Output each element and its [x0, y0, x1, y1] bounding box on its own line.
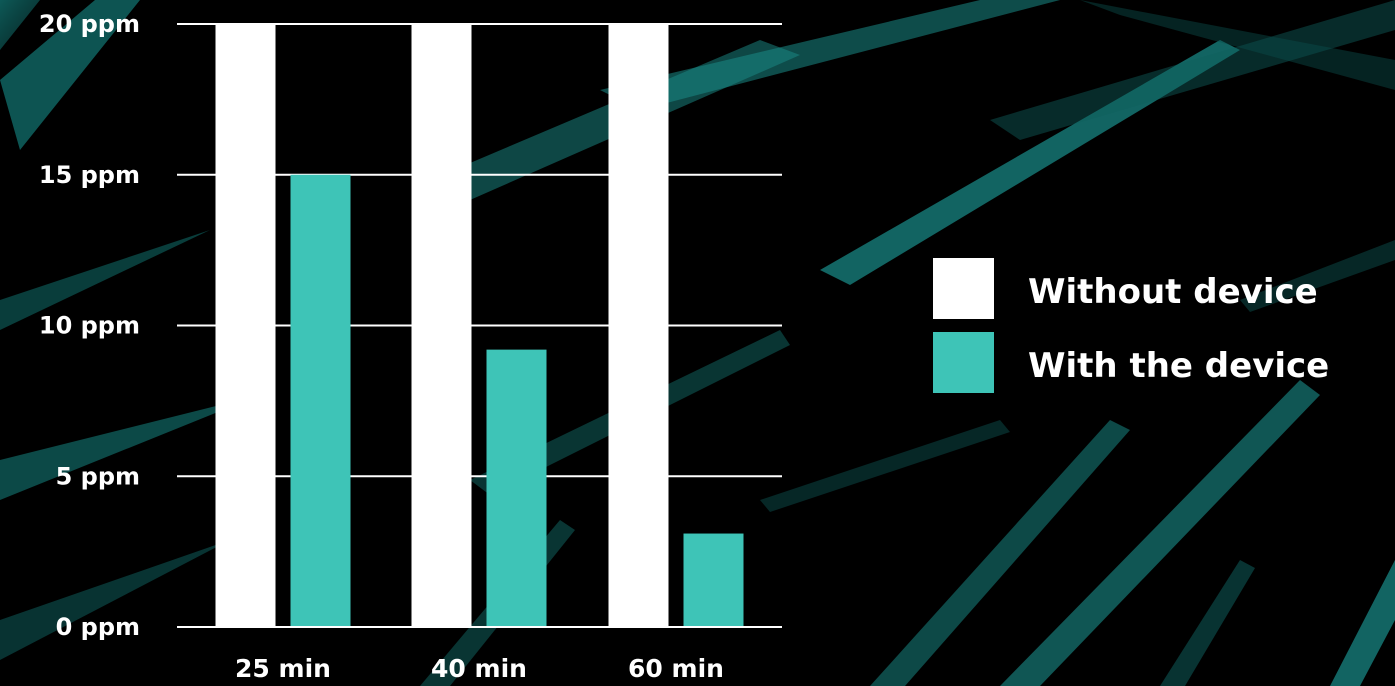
- y-tick-label: 20 ppm: [39, 10, 140, 38]
- legend-swatch-with-device: [933, 332, 994, 393]
- legend-label-with-device: With the device: [1028, 346, 1329, 386]
- bar-without-device-40-min: [411, 24, 472, 627]
- bar-without-device-60-min: [608, 24, 669, 627]
- bar-with-device-60-min: [683, 533, 744, 627]
- legend: Without device With the device: [933, 258, 1329, 393]
- legend-swatch-without-device: [933, 258, 994, 319]
- bar-without-device-25-min: [215, 24, 276, 627]
- bar-with-device-25-min: [290, 174, 351, 627]
- x-axis-category-labels: 25 min 40 min 60 min: [235, 654, 724, 683]
- y-tick-label: 0 ppm: [56, 613, 140, 641]
- x-category-label: 25 min: [235, 654, 331, 683]
- y-tick-label: 15 ppm: [39, 161, 140, 189]
- y-tick-label: 10 ppm: [39, 312, 140, 340]
- x-category-label: 60 min: [628, 654, 724, 683]
- legend-label-without-device: Without device: [1028, 272, 1318, 312]
- y-axis-tick-labels: 0 ppm 5 ppm 10 ppm 15 ppm 20 ppm: [39, 10, 140, 641]
- y-tick-label: 5 ppm: [56, 462, 140, 490]
- bar-with-device-40-min: [486, 349, 547, 627]
- x-category-label: 40 min: [431, 654, 527, 683]
- bars: [177, 24, 782, 628]
